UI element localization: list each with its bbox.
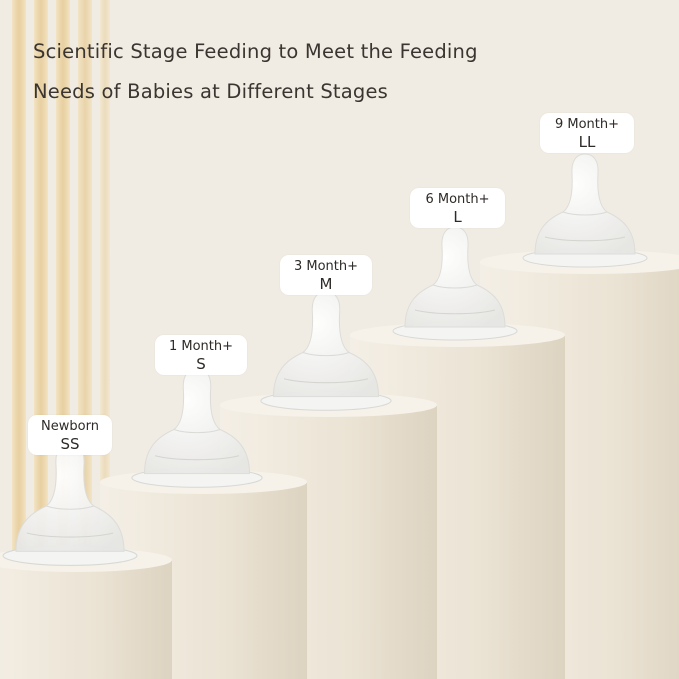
nipple — [131, 368, 263, 488]
pedestal — [0, 548, 172, 679]
stage-size: SS — [60, 435, 80, 453]
stage-size: M — [319, 275, 333, 293]
stage-age: 3 Month+ — [293, 259, 359, 274]
stage-size: LL — [578, 133, 596, 151]
stage-size: S — [196, 355, 206, 373]
stage-label-newborn: Newborn SS — [28, 415, 112, 455]
stage-label-3-month: 3 Month+ M — [280, 255, 372, 295]
stage-size: L — [453, 208, 462, 226]
nipple — [522, 153, 648, 268]
headline-line-1: Scientific Stage Feeding to Meet the Fee… — [33, 40, 478, 63]
stage-label-6-month: 6 Month+ L — [410, 188, 505, 228]
stage-label-1-month: 1 Month+ S — [155, 335, 247, 375]
nipple — [2, 442, 138, 566]
headline-line-2: Needs of Babies at Different Stages — [33, 80, 389, 103]
stage-age: 9 Month+ — [554, 117, 620, 132]
stage-age: 6 Month+ — [425, 192, 490, 207]
stage-label-9-month: 9 Month+ LL — [540, 113, 634, 153]
nipple — [260, 291, 392, 411]
nipple — [392, 226, 518, 341]
stage-age: 1 Month+ — [168, 339, 234, 354]
stage-age: Newborn — [41, 419, 99, 434]
